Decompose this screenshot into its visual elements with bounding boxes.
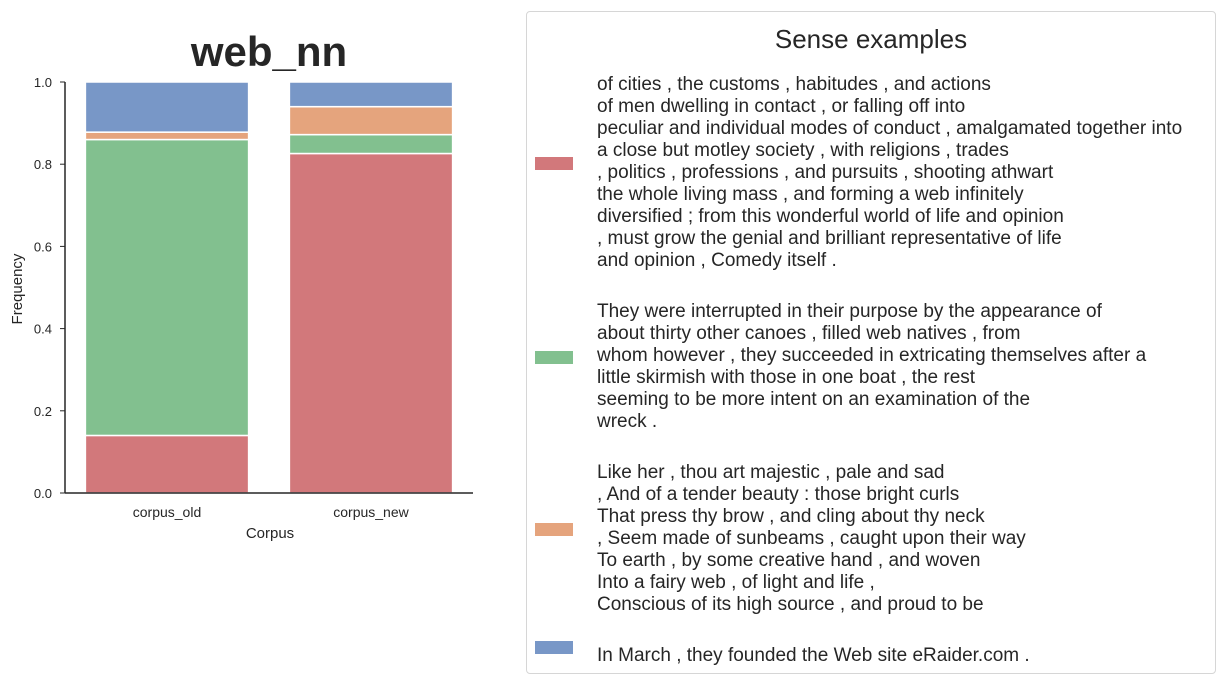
legend-swatch xyxy=(535,157,573,170)
legend-text: of cities , the customs , habitudes , an… xyxy=(597,74,1183,271)
y-tick-label: 0.4 xyxy=(34,322,52,337)
y-tick-label: 0.8 xyxy=(34,157,52,172)
legend-text: They were interrupted in their purpose b… xyxy=(597,301,1147,432)
x-axis-label: Corpus xyxy=(246,525,294,542)
x-tick-label: corpus_new xyxy=(333,504,409,520)
bar-segment-corpus_old-1 xyxy=(84,138,250,437)
legend-swatch xyxy=(535,523,573,536)
bars-group xyxy=(84,81,454,494)
legend-title: Sense examples xyxy=(774,24,968,54)
chart-title: web_nn xyxy=(190,28,347,75)
bar-segment-corpus_new-2 xyxy=(288,105,454,136)
stacked-bar-chart: web_nn 0.00.20.40.60.81.0 corpus_old corp… xyxy=(9,28,473,542)
legend-text: In March , they founded the Web site eRa… xyxy=(597,645,1030,666)
y-tick-label: 0.2 xyxy=(34,404,52,419)
y-axis-label: Frequency xyxy=(9,253,26,324)
bar-segment-corpus_new-1 xyxy=(288,133,454,155)
legend-text: Like her , thou art majestic , pale and … xyxy=(597,462,1026,615)
y-tick-label: 1.0 xyxy=(34,75,52,90)
bar-segment-corpus_old-0 xyxy=(84,434,250,494)
x-axis-ticks: corpus_old corpus_new xyxy=(133,504,410,520)
bar-segment-corpus_old-2 xyxy=(84,131,250,141)
y-tick-label: 0.6 xyxy=(34,239,52,254)
bar-segment-corpus_old-3 xyxy=(84,81,250,133)
legend: Sense examples of cities , the customs ,… xyxy=(526,11,1216,674)
legend-swatch xyxy=(535,351,573,364)
y-axis-ticks: 0.0 0.2 0.4 0.6 0.8 1.0 xyxy=(34,75,65,501)
bar-segment-corpus_new-3 xyxy=(288,81,454,108)
bar-segment-corpus_new-0 xyxy=(288,152,454,494)
legend-swatch xyxy=(535,641,573,654)
x-tick-label: corpus_old xyxy=(133,504,202,520)
y-tick-label: 0.0 xyxy=(34,486,52,501)
